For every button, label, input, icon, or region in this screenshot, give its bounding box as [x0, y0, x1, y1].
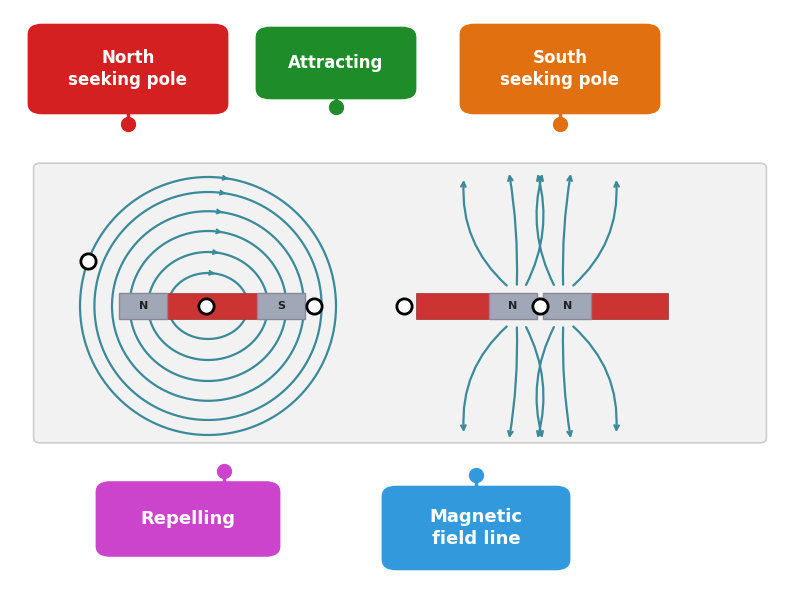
Text: N: N [562, 301, 572, 311]
Bar [120, 293, 304, 319]
FancyBboxPatch shape [543, 293, 591, 319]
FancyBboxPatch shape [34, 163, 766, 443]
FancyBboxPatch shape [382, 486, 570, 570]
FancyBboxPatch shape [255, 26, 416, 99]
Text: N: N [508, 301, 518, 311]
FancyBboxPatch shape [257, 293, 305, 319]
Text: South
seeking pole: South seeking pole [501, 49, 619, 89]
Text: Attracting: Attracting [288, 54, 384, 72]
FancyBboxPatch shape [489, 293, 537, 319]
Text: N: N [138, 301, 148, 311]
Text: Repelling: Repelling [141, 510, 235, 528]
Bar [416, 293, 494, 319]
FancyBboxPatch shape [459, 23, 660, 114]
Bar [590, 293, 668, 319]
Text: Magnetic
field line: Magnetic field line [430, 508, 522, 548]
FancyBboxPatch shape [95, 481, 280, 557]
Text: North
seeking pole: North seeking pole [69, 49, 187, 89]
FancyBboxPatch shape [27, 23, 229, 114]
FancyBboxPatch shape [119, 293, 167, 319]
Text: S: S [277, 301, 285, 311]
